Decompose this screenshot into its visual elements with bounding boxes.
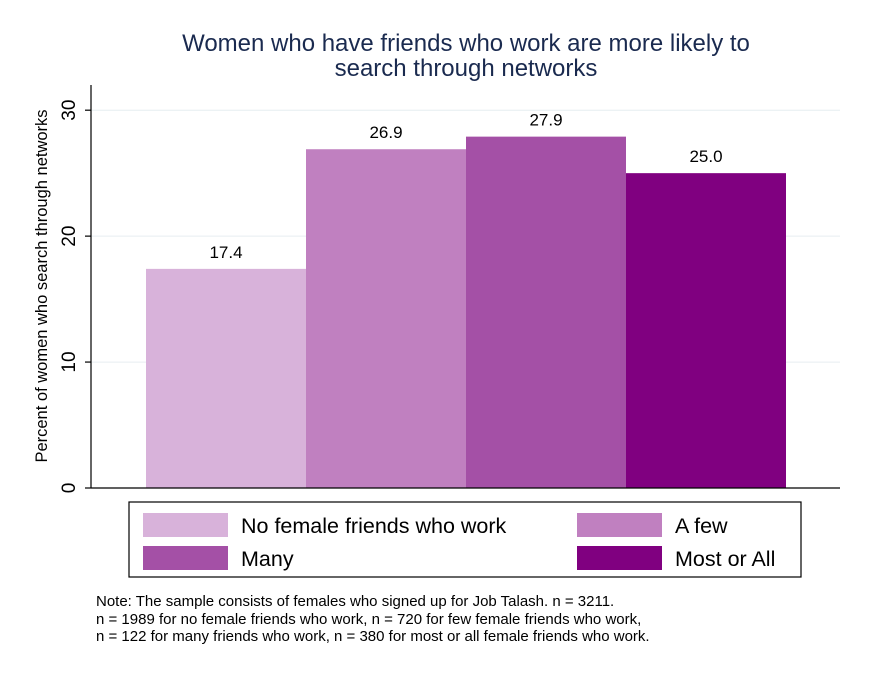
legend-label: Most or All	[675, 547, 775, 571]
legend-swatch	[143, 513, 228, 537]
footnote-line-2: n = 1989 for no female friends who work,…	[96, 610, 642, 628]
legend-swatch	[577, 513, 662, 537]
y-tick-label: 10	[59, 351, 80, 372]
bar-value-label: 25.0	[689, 147, 722, 166]
footnote: Note: The sample consists of females who…	[96, 593, 856, 646]
legend-swatch	[143, 546, 228, 570]
footnote-line-1: Note: The sample consists of females who…	[96, 593, 615, 610]
y-tick-label: 0	[59, 483, 80, 494]
legend-swatch	[577, 546, 662, 570]
bar	[466, 136, 626, 488]
chart-title-line-1: Women who have friends who work are more…	[182, 30, 750, 57]
y-tick-label: 20	[59, 226, 80, 247]
bars: 17.4 26.9 27.9 25.0	[146, 111, 786, 488]
bar	[146, 268, 306, 488]
legend: No female friends who work A few Many Most …	[143, 513, 775, 571]
bar-value-label: 27.9	[529, 111, 562, 130]
legend-label: Many	[241, 547, 294, 571]
chart-title-line-2: search through networks	[335, 55, 598, 82]
bar	[626, 173, 786, 488]
y-tick-label: 30	[59, 100, 80, 121]
legend-label: A few	[675, 514, 728, 538]
y-axis: 0 10 20 30	[59, 85, 840, 493]
footnote-line-3: n = 122 for many friends who work, n = 3…	[96, 628, 650, 645]
bar-value-label: 17.4	[209, 243, 242, 262]
legend-label: No female friends who work	[241, 514, 507, 538]
bar-value-label: 26.9	[369, 123, 402, 142]
bar	[306, 149, 466, 488]
y-axis-label: Percent of women who search through netw…	[33, 109, 51, 462]
legend-box	[128, 501, 802, 578]
